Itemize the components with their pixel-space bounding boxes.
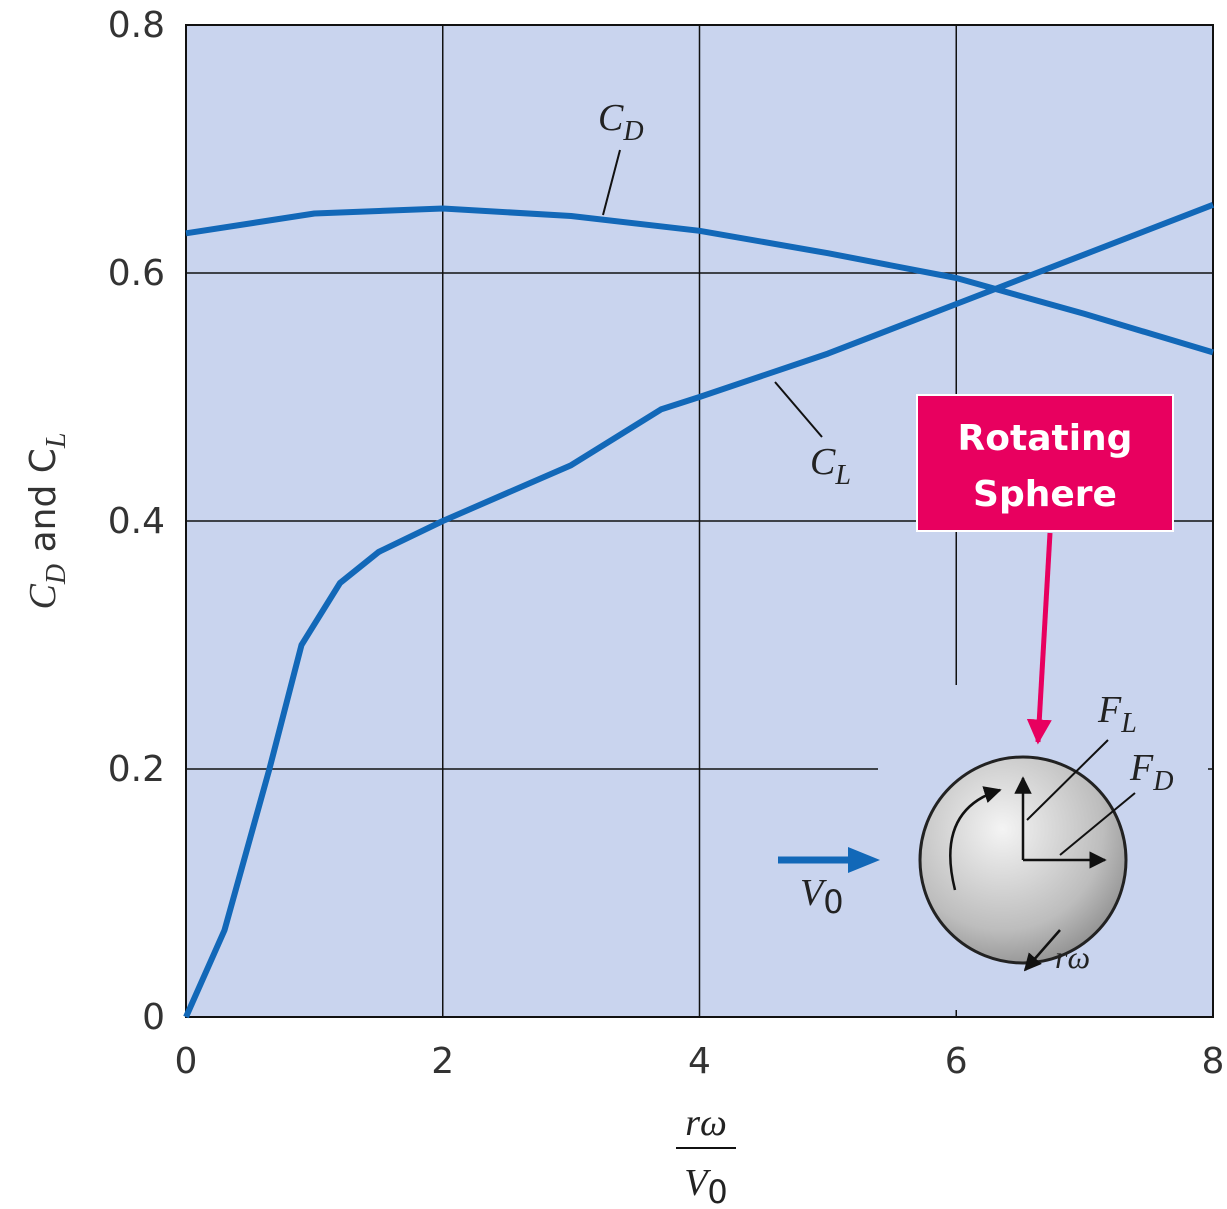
x-axis-label-denominator-base: V [684,1162,711,1204]
drag-label-base: F [1129,747,1154,789]
velocity-label-base: V [800,872,827,914]
leader-line [602,149,621,216]
series-label-base: C [810,441,836,483]
surface-speed-label: rω [1055,939,1090,975]
leader-line [1026,739,1109,821]
series-label: CD [598,97,644,147]
y-tick-label: 0.2 [108,749,165,790]
callout-text: Sphere [973,474,1117,515]
y-tick-label: 0.8 [108,5,165,46]
velocity-label: V0 [800,872,844,921]
data-line [185,205,1214,356]
series-label-subscript: D [622,116,643,147]
callout-box [916,394,1174,532]
y-tick-label: 0.4 [108,501,165,542]
lift-label-base: F [1097,689,1122,731]
velocity-label-subscript: 0 [823,883,843,921]
x-tick-label: 4 [688,1041,711,1082]
leader-line [1059,792,1136,856]
x-tick-label: 6 [945,1041,968,1082]
x-tick-label: 2 [431,1041,454,1082]
x-tick-label: 8 [1202,1041,1225,1082]
x-axis-label-denominator-subscript: 0 [707,1173,727,1209]
leader-line [774,381,823,438]
drag-label: FD [1129,747,1173,797]
y-axis-label-part: L [41,433,72,450]
x-axis-label-numerator: rω [685,1102,727,1144]
x-axis-label-denominator: V0 [684,1162,728,1209]
y-axis-label-part: and C [23,448,64,564]
lift-label: FL [1097,689,1137,739]
flow-arrowhead [848,847,880,873]
callout-arrow [1026,532,1053,745]
drag-label-subscript: D [1152,766,1173,797]
y-axis-label-part: C [22,583,64,609]
x-tick-label: 0 [175,1041,198,1082]
surface-speed-arrow [1023,929,1061,972]
y-axis-label-part: D [41,564,72,585]
data-line [183,202,1215,1019]
rotation-arrow [949,786,1002,891]
callout-text: Rotating [958,418,1133,459]
series-label-base: C [598,97,624,139]
lift-label-subscript: L [1120,708,1137,739]
y-tick-label: 0.6 [108,253,165,294]
y-axis-label: CD and CL [22,433,72,610]
plot-frame [185,24,1214,1018]
series-label-subscript: L [834,460,851,491]
series-label: CL [810,441,851,491]
y-tick-label: 0 [142,997,165,1038]
